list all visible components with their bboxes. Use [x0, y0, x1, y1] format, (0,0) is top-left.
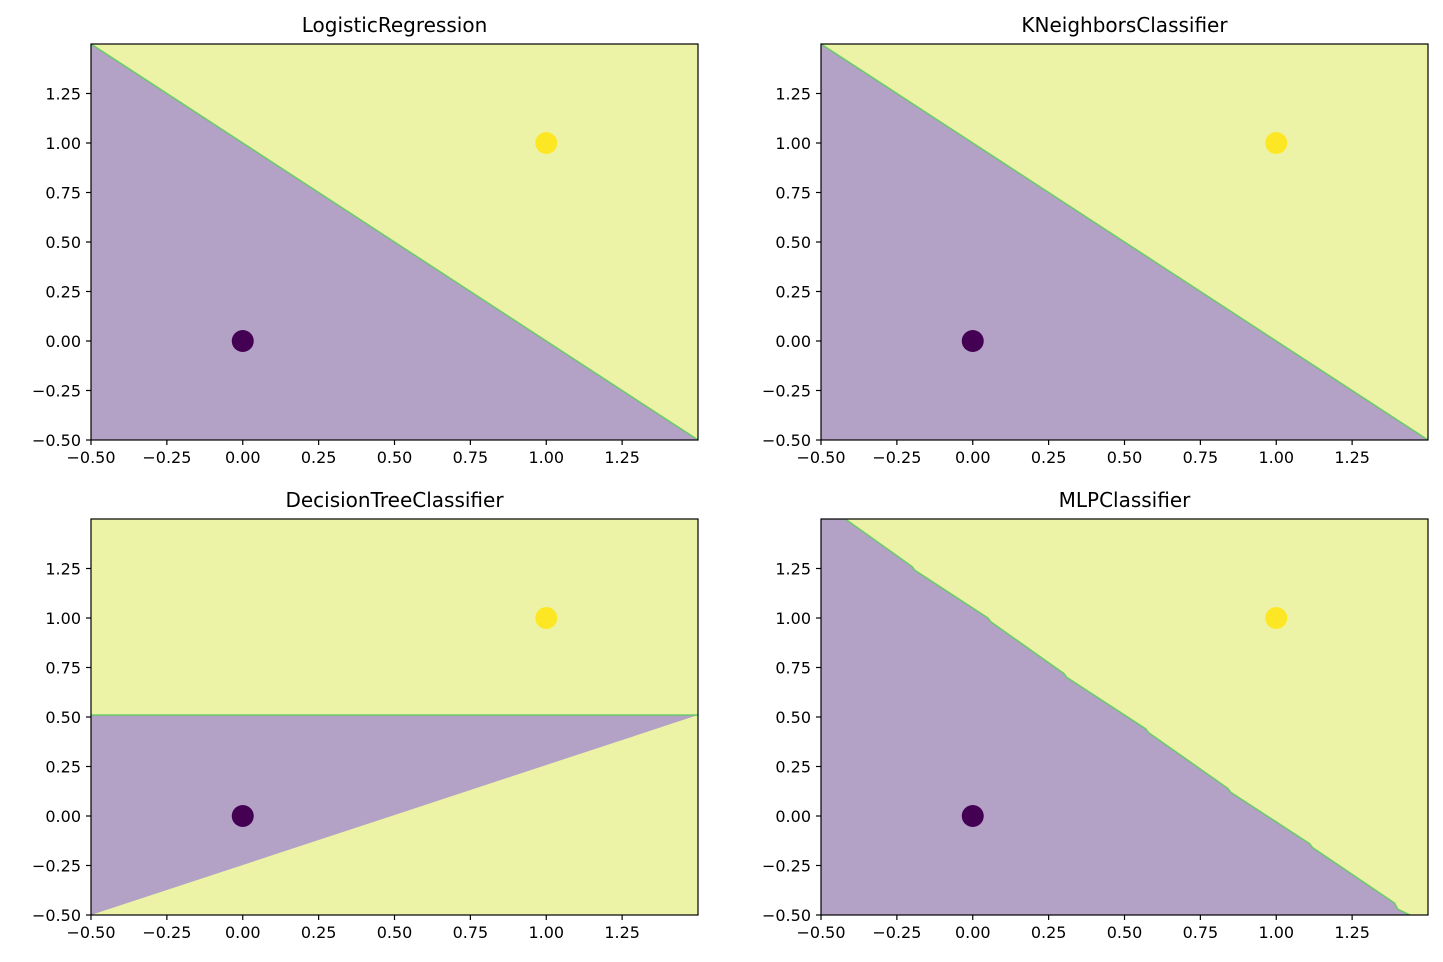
x-tick-label: 0.50: [1107, 923, 1143, 942]
y-tick-label: 0.75: [775, 659, 811, 678]
y-tick-label: 0.00: [45, 332, 81, 351]
x-tick-label: 0.25: [1031, 923, 1067, 942]
y-tick-label: 0.50: [775, 708, 811, 727]
x-tick-label: 0.75: [1183, 448, 1219, 467]
y-tick-label: 0.00: [45, 807, 81, 826]
x-tick-label: −0.50: [796, 448, 845, 467]
x-tick-label: 1.25: [604, 923, 640, 942]
y-tick-label: 0.75: [45, 184, 81, 203]
x-tick-label: 1.25: [1334, 923, 1370, 942]
x-tick-label: 1.00: [528, 923, 564, 942]
x-tick-label: 1.00: [1258, 448, 1294, 467]
y-tick-label: −0.25: [32, 857, 81, 876]
y-tick-label: 1.25: [45, 85, 81, 104]
subplot-2: −0.50 −0.25 0.00 0.25 0.50 0.75 1.00 1.25 −0.50 −…: [762, 13, 1429, 467]
y-tick-label: −0.50: [32, 431, 81, 450]
data-point-class-0: [961, 805, 984, 827]
y-tick-label: 0.75: [45, 659, 81, 678]
y-tick-label: −0.50: [32, 906, 81, 925]
y-tick-label: −0.25: [32, 382, 81, 401]
y-tick-label: 1.25: [45, 560, 81, 579]
decision-boundary: [91, 44, 698, 440]
y-tick-label: 1.25: [775, 85, 811, 104]
y-tick-label: −0.25: [762, 382, 811, 401]
y-tick-label: 0.50: [45, 708, 81, 727]
y-tick-label: 0.00: [775, 807, 811, 826]
x-tick-label: 0.00: [955, 448, 991, 467]
y-tick-label: 1.00: [45, 134, 81, 153]
class-0-region: [91, 715, 698, 915]
subplot-4: −0.50 −0.25 0.00 0.25 0.50 0.75 1.00 1.25 −0.50 −…: [762, 488, 1429, 942]
y-tick-label: −0.50: [762, 431, 811, 450]
x-tick-label: −0.50: [796, 923, 845, 942]
chart-title: DecisionTreeClassifier: [285, 488, 504, 512]
y-tick-label: 1.00: [45, 609, 81, 628]
x-tick-label: −0.50: [66, 923, 115, 942]
data-point-class-1: [1265, 132, 1288, 154]
x-tick-label: 1.25: [1334, 448, 1370, 467]
x-tick-label: 0.00: [955, 923, 991, 942]
data-point-class-1: [1265, 607, 1288, 629]
y-tick-label: 0.25: [775, 758, 811, 777]
decision-boundary: [821, 44, 1428, 440]
x-tick-label: 0.25: [301, 923, 337, 942]
y-tick-label: 0.50: [775, 233, 811, 252]
x-tick-label: 0.75: [453, 923, 489, 942]
chart-title: KNeighborsClassifier: [1021, 13, 1228, 37]
y-tick-label: −0.25: [762, 857, 811, 876]
y-tick-label: 0.50: [45, 233, 81, 252]
x-tick-label: 0.50: [1107, 448, 1143, 467]
y-tick-label: 0.25: [775, 283, 811, 302]
y-tick-label: 0.25: [45, 283, 81, 302]
data-point-class-0: [231, 330, 254, 352]
chart-title: MLPClassifier: [1059, 488, 1192, 512]
data-point-class-0: [961, 330, 984, 352]
subplot-1: −0.50 −0.25 0.00 0.25 0.50 0.75 1.00 1.25 −0.50 −…: [32, 13, 699, 467]
x-tick-label: 1.25: [604, 448, 640, 467]
x-tick-label: 0.50: [377, 923, 413, 942]
x-tick-label: 1.00: [528, 448, 564, 467]
x-tick-label: −0.25: [142, 448, 191, 467]
y-tick-label: 0.25: [45, 758, 81, 777]
y-tick-label: 0.00: [775, 332, 811, 351]
x-tick-label: 0.75: [453, 448, 489, 467]
subplot-3: −0.50 −0.25 0.00 0.25 0.50 0.75 1.00 1.25 −0.50 −…: [32, 488, 699, 942]
data-point-class-1: [535, 132, 558, 154]
data-point-class-0: [231, 805, 254, 827]
x-tick-label: 0.00: [225, 448, 261, 467]
x-tick-label: 0.25: [1031, 448, 1067, 467]
y-tick-label: 1.00: [775, 609, 811, 628]
x-tick-label: −0.25: [872, 448, 921, 467]
x-tick-label: 0.00: [225, 923, 261, 942]
x-tick-label: 0.50: [377, 448, 413, 467]
y-tick-label: 1.25: [775, 560, 811, 579]
y-tick-label: 0.75: [775, 184, 811, 203]
decision-boundary: [844, 519, 1411, 915]
data-point-class-1: [535, 607, 558, 629]
x-tick-label: −0.25: [872, 923, 921, 942]
x-tick-label: 1.00: [1258, 923, 1294, 942]
x-tick-label: 0.25: [301, 448, 337, 467]
x-tick-label: −0.25: [142, 923, 191, 942]
y-tick-label: −0.50: [762, 906, 811, 925]
x-tick-label: −0.50: [66, 448, 115, 467]
y-tick-label: 1.00: [775, 134, 811, 153]
chart-title: LogisticRegression: [302, 13, 488, 37]
x-tick-label: 0.75: [1183, 923, 1219, 942]
